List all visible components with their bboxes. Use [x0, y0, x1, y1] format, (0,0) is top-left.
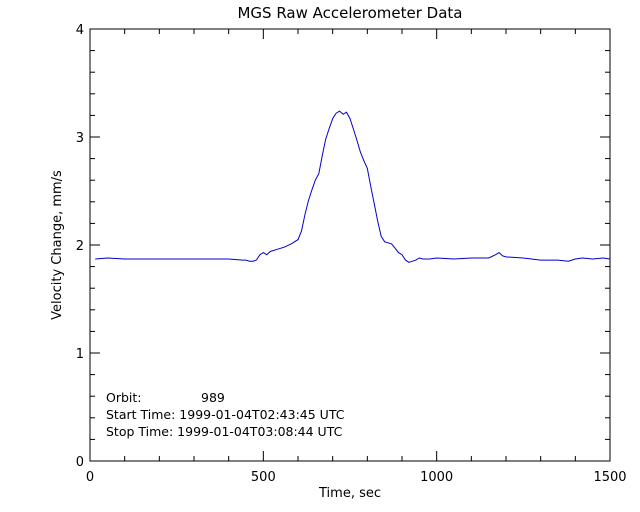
velocity-change-series-line	[95, 110, 611, 263]
tick-labels: 0 500 1000 1500 0 1 2 3 4	[76, 23, 627, 485]
y-tick-label: 0	[76, 455, 84, 470]
orbit-value: 989	[201, 390, 225, 405]
y-tick-label: 4	[76, 23, 84, 38]
chart-title: MGS Raw Accelerometer Data	[237, 4, 462, 22]
y-tick-label: 3	[76, 131, 84, 146]
y-tick-label: 2	[76, 239, 84, 254]
orbit-annotation: Orbit: 989 Start Time: 1999-01-04T02:43:…	[106, 390, 345, 439]
orbit-label: Orbit:	[106, 390, 142, 405]
start-time-label: Start Time: 1999-01-04T02:43:45 UTC	[106, 407, 345, 422]
y-tick-label: 1	[76, 347, 84, 362]
y-axis-label: Velocity Change, mm/s	[50, 170, 65, 320]
x-axis-label: Time, sec	[318, 486, 381, 501]
stop-time-label: Stop Time: 1999-01-04T03:08:44 UTC	[106, 424, 343, 439]
x-tick-label: 1000	[420, 470, 453, 485]
x-tick-label: 1500	[593, 470, 626, 485]
x-tick-label: 500	[251, 470, 276, 485]
axis-ticks	[89, 28, 611, 462]
plot-frame	[89, 28, 611, 462]
x-tick-label: 0	[86, 470, 94, 485]
